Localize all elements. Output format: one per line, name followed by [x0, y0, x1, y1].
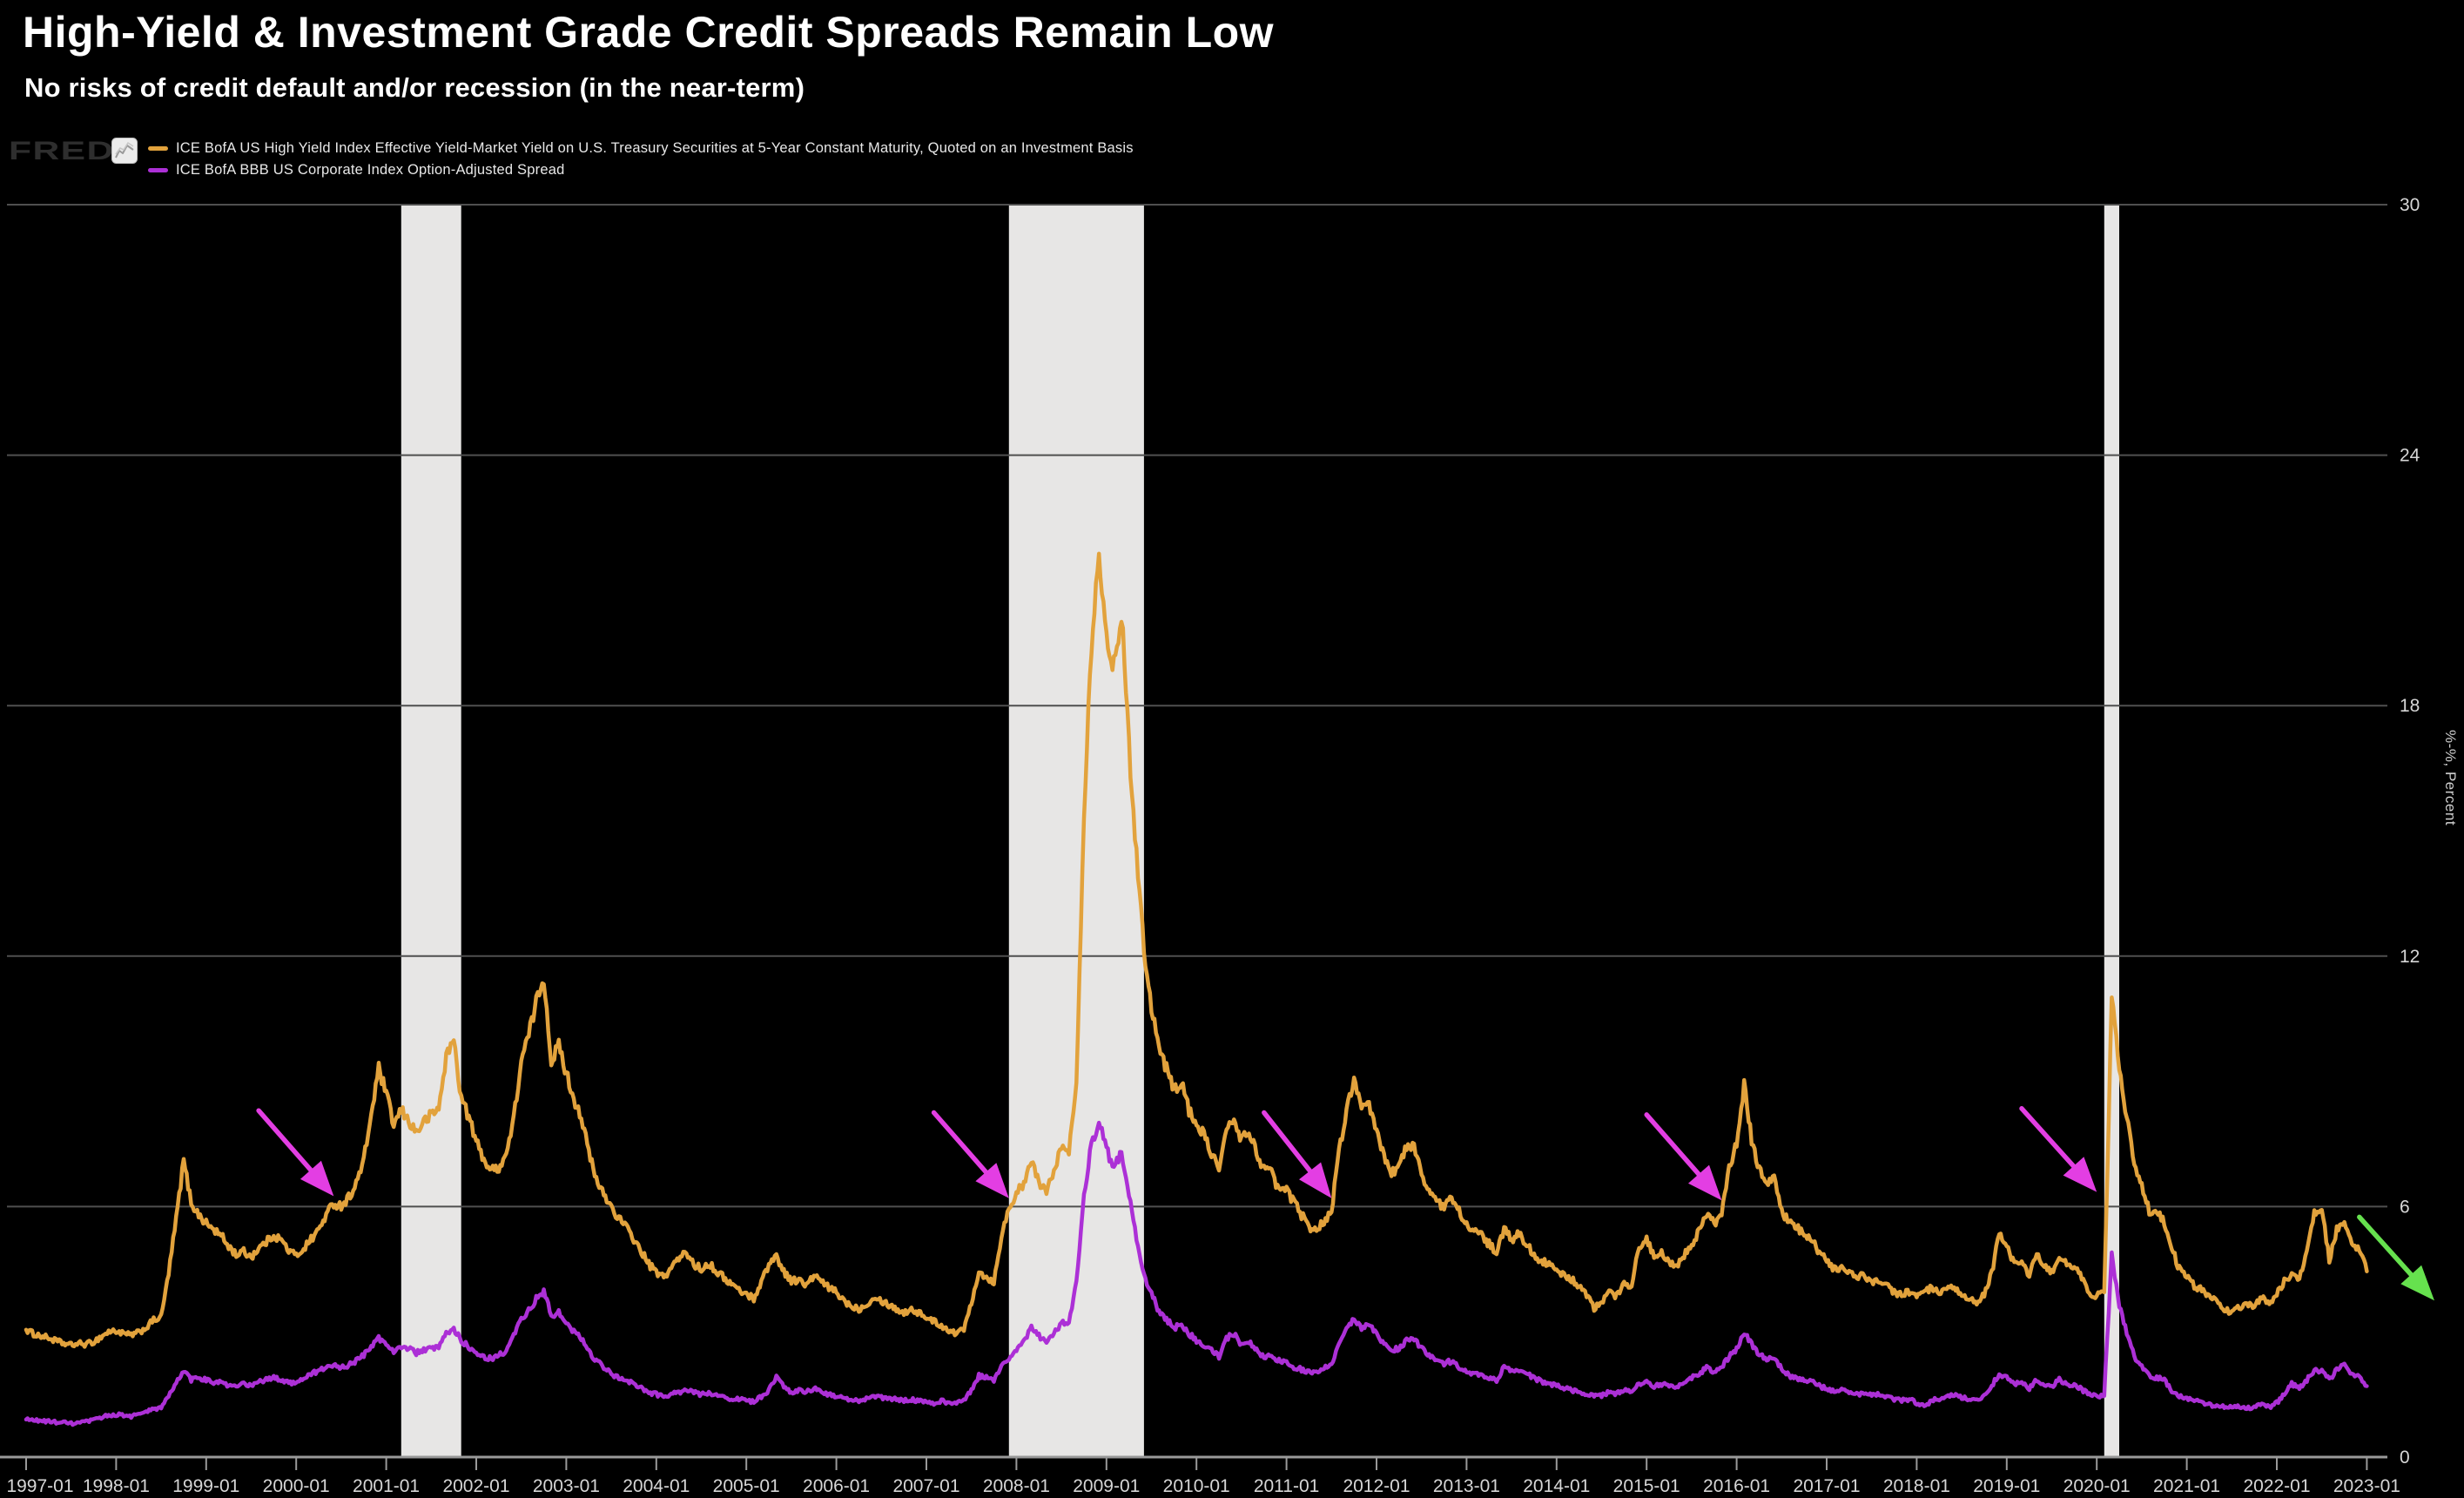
y-tick-label: 18 — [2400, 696, 2420, 716]
page-subtitle: No risks of credit default and/or recess… — [24, 72, 805, 103]
annotation-green-arrow-1 — [2357, 1214, 2434, 1301]
line-chart-icon — [111, 138, 138, 164]
y-tick-label: 24 — [2400, 446, 2420, 466]
legend-label-bbb: ICE BofA BBB US Corporate Index Option-A… — [176, 162, 565, 178]
magenta-down-arrow-icon — [2063, 1157, 2097, 1192]
x-tick-label: 1998-01 — [83, 1476, 150, 1496]
legend-item-high-yield: ICE BofA US High Yield Index Effective Y… — [148, 138, 1134, 159]
x-tick-label: 2018-01 — [1883, 1476, 1950, 1496]
x-tick-label: 2011-01 — [1254, 1476, 1320, 1496]
recession-band — [401, 205, 461, 1457]
magenta-down-arrow-icon — [1688, 1164, 1722, 1201]
x-tick-label: 2001-01 — [353, 1476, 420, 1496]
high-yield-series-line — [24, 551, 2369, 1349]
x-tick-label: 2010-01 — [1163, 1476, 1230, 1496]
fred-logo: FRED — [7, 136, 148, 171]
annotation-magenta-arrow-5 — [2019, 1106, 2097, 1192]
x-tick-label: 2009-01 — [1073, 1476, 1140, 1496]
x-tick-label: 2015-01 — [1613, 1476, 1680, 1496]
magenta-down-arrow-icon — [1299, 1162, 1332, 1198]
magenta-arrow-shaft — [931, 1110, 993, 1180]
legend-swatch-bbb — [148, 168, 168, 172]
x-tick-label: 2019-01 — [1973, 1476, 2040, 1496]
recession-band — [1008, 205, 1144, 1457]
legend-item-bbb: ICE BofA BBB US Corporate Index Option-A… — [148, 160, 1134, 180]
x-tick-label: 2000-01 — [263, 1476, 330, 1496]
green-arrow-shaft — [2357, 1214, 2419, 1283]
x-tick-label: 2006-01 — [803, 1476, 870, 1496]
legend-swatch-high-yield — [148, 146, 168, 151]
x-tick-label: 1997-01 — [6, 1476, 73, 1496]
bbb-series-line — [24, 1120, 2369, 1427]
x-tick-label: 2016-01 — [1703, 1476, 1770, 1496]
legend-label-high-yield: ICE BofA US High Yield Index Effective Y… — [176, 140, 1134, 156]
y-tick-label: 12 — [2400, 947, 2420, 967]
magenta-down-arrow-icon — [300, 1160, 334, 1197]
y-tick-label: 6 — [2400, 1197, 2410, 1217]
y-tick-label: 30 — [2400, 195, 2420, 215]
annotation-magenta-arrow-3 — [1262, 1110, 1332, 1198]
x-tick-label: 2005-01 — [713, 1476, 780, 1496]
page-title: High-Yield & Investment Grade Credit Spr… — [23, 8, 1275, 57]
x-tick-label: 2003-01 — [533, 1476, 600, 1496]
magenta-down-arrow-icon — [975, 1163, 1009, 1198]
y-axis-unit-label: %-%, Percent — [2442, 730, 2459, 826]
fred-logo-text: FRED — [9, 137, 115, 165]
x-tick-label: 2021-01 — [2153, 1476, 2220, 1496]
magenta-arrow-shaft — [2019, 1106, 2081, 1174]
y-tick-label: 0 — [2400, 1447, 2410, 1468]
x-tick-label: 2017-01 — [1793, 1476, 1860, 1496]
annotation-magenta-arrow-1 — [256, 1108, 334, 1197]
magenta-arrow-shaft — [1262, 1110, 1317, 1179]
chart-header-row: FRED ICE BofA US High Yield Index Effect… — [7, 136, 1134, 180]
magenta-arrow-shaft — [256, 1108, 318, 1178]
legend: ICE BofA US High Yield Index Effective Y… — [148, 136, 1134, 180]
x-tick-label: 2008-01 — [983, 1476, 1050, 1496]
annotation-magenta-arrow-2 — [931, 1110, 1009, 1198]
x-tick-label: 2014-01 — [1523, 1476, 1590, 1496]
x-tick-label: 2020-01 — [2063, 1476, 2131, 1496]
x-tick-label: 2004-01 — [623, 1476, 690, 1496]
x-tick-label: 2002-01 — [442, 1476, 509, 1496]
magenta-arrow-shaft — [1644, 1112, 1707, 1182]
x-tick-label: 2007-01 — [892, 1476, 959, 1496]
x-tick-label: 2022-01 — [2243, 1476, 2310, 1496]
x-tick-label: 1999-01 — [172, 1476, 239, 1496]
x-tick-label: 2013-01 — [1433, 1476, 1500, 1496]
x-tick-label: 2012-01 — [1343, 1476, 1410, 1496]
x-tick-label: 2023-01 — [2333, 1476, 2400, 1496]
green-down-arrow-icon — [2400, 1265, 2434, 1301]
annotation-magenta-arrow-4 — [1644, 1112, 1722, 1201]
